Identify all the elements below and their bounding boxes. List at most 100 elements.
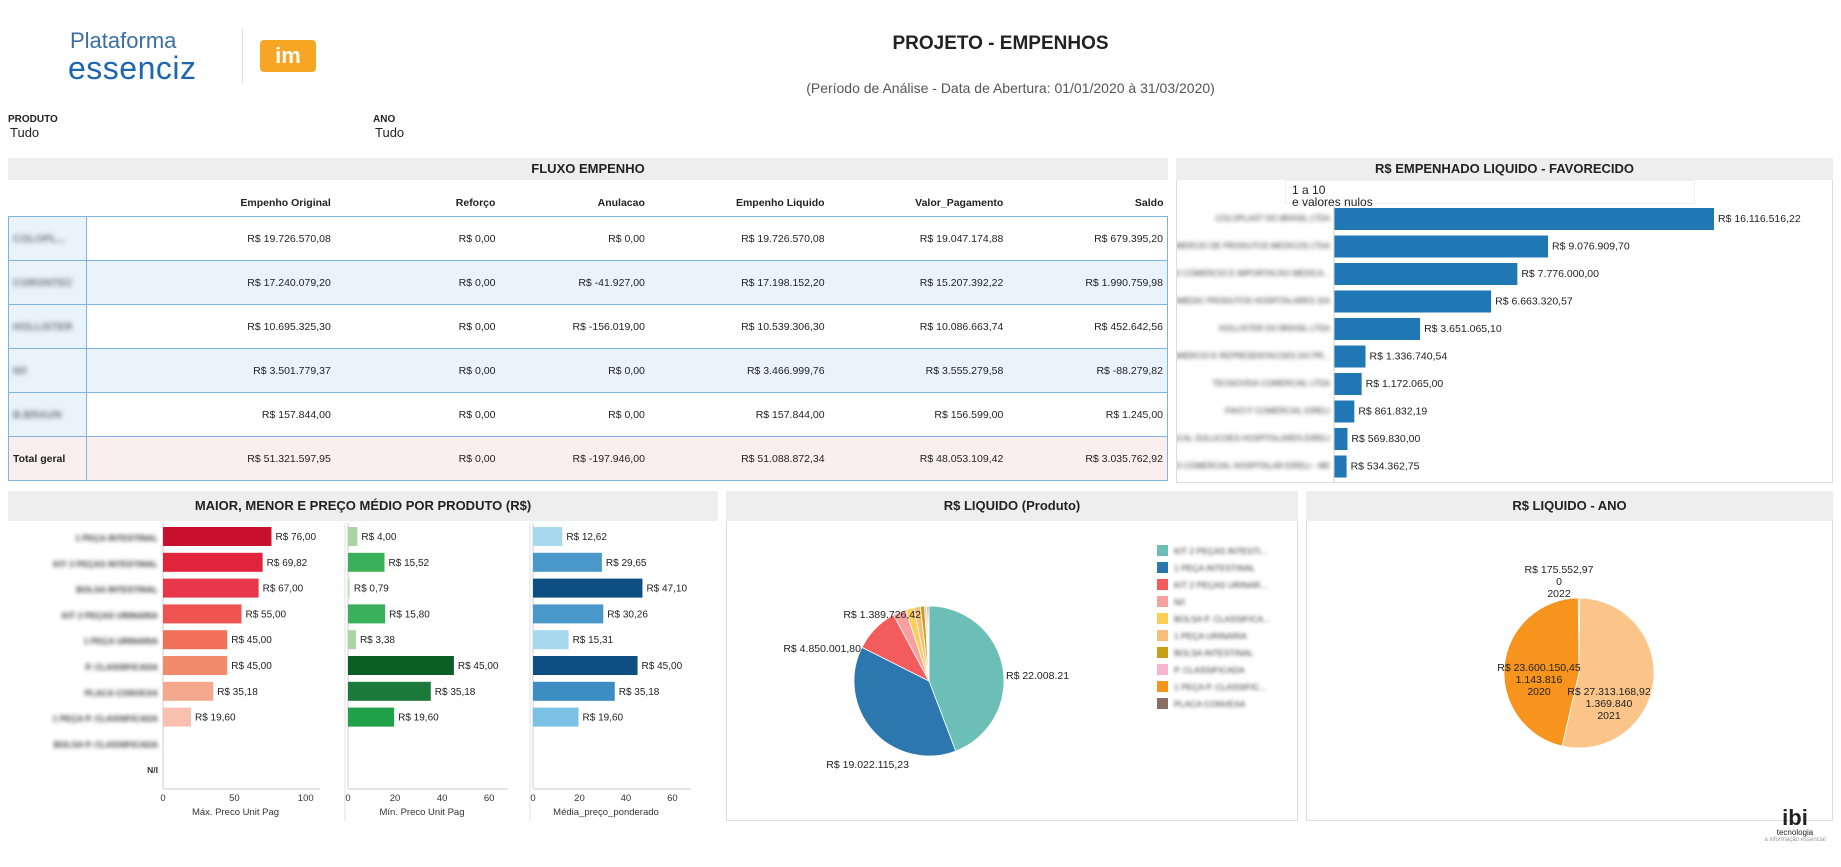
column-header[interactable]: Empenho Original bbox=[240, 197, 331, 209]
legend-swatch bbox=[1157, 647, 1168, 658]
favorecido-category-label: TECNOVIDA COMERCIAL LTDA bbox=[1212, 379, 1330, 388]
favorecido-category-label: SOFT SURGICAL SOLUCOES HOSPITALARES EIRE… bbox=[1177, 434, 1330, 443]
ano-pie-value-label: 2022 bbox=[1547, 588, 1571, 600]
column-header[interactable]: Empenho Liquido bbox=[735, 197, 825, 209]
produto-pie-slice bbox=[853, 646, 957, 757]
legend-swatch bbox=[1157, 562, 1168, 573]
preco-value-label: R$ 67,00 bbox=[263, 584, 304, 595]
preco-bar bbox=[348, 527, 358, 546]
preco-bar bbox=[163, 552, 263, 572]
page-title: PROJETO - EMPENHOS bbox=[892, 33, 1109, 54]
row-label[interactable]: N/I bbox=[8, 348, 87, 393]
table-cell: R$ 3.466.999,76 bbox=[648, 348, 829, 393]
preco-value-label: R$ 15,52 bbox=[389, 558, 430, 569]
favorecido-value-label: R$ 3.651.065,10 bbox=[1424, 323, 1502, 335]
preco-bar bbox=[533, 707, 579, 727]
ano-pie-value-label: 2021 bbox=[1597, 710, 1621, 722]
table-total-row[interactable]: Total geral R$ 51.321.597,95 R$ 0,00 R$ -19… bbox=[8, 436, 1169, 481]
preco-tick-label: 0 bbox=[160, 793, 165, 804]
row-label[interactable]: HOLLISTER bbox=[8, 304, 87, 349]
column-header[interactable]: Reforço bbox=[455, 197, 496, 209]
table-cell: R$ 0,00 bbox=[499, 348, 649, 393]
table-row[interactable]: N/I R$ 3.501.779,37 R$ 0,00 R$ 0,00 R$ 3.466… bbox=[8, 348, 1169, 393]
produto-pie-value-label: R$ 22.008.21 bbox=[1006, 670, 1069, 682]
filter-ano-value[interactable]: Tudo bbox=[375, 125, 405, 140]
table-cell: R$ 0,00 bbox=[410, 392, 500, 437]
preco-category-label: KIT 2 PEÇAS INTESTINAL bbox=[53, 559, 158, 569]
table-cell: R$ 19.726.570,08 bbox=[86, 216, 411, 261]
filter-produto-value[interactable]: Tudo bbox=[10, 125, 40, 140]
table-row[interactable]: CORONTEC R$ 17.240.079,20 R$ 0,00 R$ -41.92… bbox=[8, 260, 1169, 305]
table-cell: R$ 157.844,00 bbox=[648, 392, 829, 437]
legend-swatch bbox=[1157, 664, 1168, 675]
produto-pie-value-label: R$ 19.022.115,23 bbox=[826, 759, 909, 771]
preco-bar bbox=[163, 630, 228, 650]
table-cell: R$ 19.047.174,88 bbox=[828, 216, 1008, 261]
legend-label: BOLSA P. CLASSIFICA... bbox=[1174, 614, 1270, 624]
table-cell: R$ 17.240.079,20 bbox=[86, 260, 411, 305]
table-row[interactable]: HOLLISTER R$ 10.695.325,30 R$ 0,00 R$ -156.… bbox=[8, 304, 1169, 349]
column-header[interactable]: Valor_Pagamento bbox=[915, 197, 1004, 209]
preco-panel: MAIOR, MENOR E PREÇO MÉDIO POR PRODUTO (… bbox=[8, 491, 718, 821]
preco-value-label: R$ 35,18 bbox=[619, 687, 660, 698]
filter-produto[interactable]: PRODUTO Tudo bbox=[8, 114, 58, 140]
preco-title: MAIOR, MENOR E PREÇO MÉDIO POR PRODUTO (… bbox=[8, 491, 718, 521]
preco-category-label: KIT 2 PEÇAS URINARIA bbox=[62, 610, 158, 620]
preco-bar bbox=[348, 681, 431, 701]
table-row[interactable]: COLOPL... R$ 19.726.570,08 R$ 0,00 R$ 0,00 R… bbox=[8, 216, 1169, 261]
favorecido-category-label: ARAGUES COMERCIAL HOSPITALAR EIRELI - ME bbox=[1177, 462, 1330, 471]
ano-pie-slice bbox=[1503, 597, 1580, 747]
favorecido-panel: R$ EMPENHADO LIQUIDO - FAVORECIDO 1 a 10… bbox=[1176, 158, 1833, 483]
preco-value-label: R$ 29,65 bbox=[606, 558, 647, 569]
logo-essenciz-text: essenciz bbox=[68, 50, 197, 86]
logo-plataforma-text: Plataforma bbox=[70, 28, 177, 53]
row-label[interactable]: COLOPL... bbox=[8, 216, 87, 261]
total-label[interactable]: Total geral bbox=[8, 436, 87, 481]
legend-label: PLACA CONVEXA bbox=[1174, 699, 1246, 709]
column-header[interactable]: Saldo bbox=[1134, 197, 1164, 209]
ano-pie-value-label: 1.369.840 bbox=[1586, 698, 1633, 710]
preco-axis-title: Média_preço_ponderado bbox=[553, 807, 659, 818]
favorecido-value-label: R$ 6.663.320,57 bbox=[1495, 296, 1573, 308]
ibi-logo: ibi tecnologia a informação essencial bbox=[1760, 807, 1830, 844]
preco-category-label: N/I bbox=[147, 765, 158, 775]
row-label[interactable]: B.BRAUN bbox=[8, 392, 87, 437]
table-cell: R$ 10.695.325,30 bbox=[86, 304, 411, 349]
preco-value-label: R$ 45,00 bbox=[458, 661, 499, 672]
favorecido-value-label: R$ 1.336.740,54 bbox=[1370, 351, 1448, 363]
table-cell: R$ 0,00 bbox=[499, 216, 649, 261]
ano-pie-value-label: 1.143.816 bbox=[1516, 674, 1563, 686]
preco-bar-chart: 1 PEÇA INTESTINAL KIT 2 PEÇAS INTESTINAL B… bbox=[53, 523, 691, 821]
preco-category-label: BOLSA INTESTINAL bbox=[76, 585, 158, 595]
preco-tick-label: 60 bbox=[667, 793, 678, 804]
column-header[interactable]: Anulacao bbox=[597, 197, 645, 209]
preco-value-label: R$ 55,00 bbox=[246, 609, 287, 620]
preco-tick-label: 50 bbox=[229, 793, 240, 804]
preco-bar bbox=[348, 578, 350, 598]
table-cell: R$ 1.990.759,98 bbox=[1007, 260, 1169, 305]
table-cell: R$ 0,00 bbox=[410, 348, 500, 393]
preco-tick-label: 100 bbox=[298, 793, 314, 804]
liquido-produto-panel: R$ LIQUIDO (Produto) R$ 22.008.21 R$ 19.0… bbox=[726, 491, 1298, 821]
table-cell: R$ 0,00 bbox=[410, 436, 500, 481]
preco-value-label: R$ 35,18 bbox=[217, 687, 258, 698]
filter-ano-label: ANO bbox=[373, 114, 396, 125]
preco-bar bbox=[163, 604, 242, 624]
preco-bar bbox=[533, 527, 563, 546]
preco-value-label: R$ 69,82 bbox=[267, 558, 308, 569]
liquido-ano-panel: R$ LIQUIDO - ANO R$ 27.313.168,92 1.369.8… bbox=[1306, 491, 1833, 821]
preco-value-label: R$ 76,00 bbox=[275, 532, 316, 543]
preco-value-label: R$ 0,79 bbox=[354, 584, 389, 595]
favorecido-bar bbox=[1334, 318, 1421, 340]
table-cell: R$ 51.321.597,95 bbox=[86, 436, 411, 481]
ibi-logo-tag: a informação essencial bbox=[1764, 837, 1826, 843]
row-label[interactable]: CORONTEC bbox=[8, 260, 87, 305]
table-row[interactable]: B.BRAUN R$ 157.844,00 R$ 0,00 R$ 0,00 R$ 157… bbox=[8, 392, 1169, 437]
preco-bar bbox=[533, 578, 643, 598]
liquido-ano-title: R$ LIQUIDO - ANO bbox=[1306, 491, 1833, 521]
favorecido-category-label: COLOPLAST DO BRASIL LTDA bbox=[1215, 214, 1330, 223]
preco-tick-label: 40 bbox=[621, 793, 632, 804]
filter-ano[interactable]: ANO Tudo bbox=[373, 114, 404, 140]
favorecido-value-label: R$ 861.832,19 bbox=[1358, 406, 1427, 418]
table-cell: R$ -197.946,00 bbox=[499, 436, 649, 481]
